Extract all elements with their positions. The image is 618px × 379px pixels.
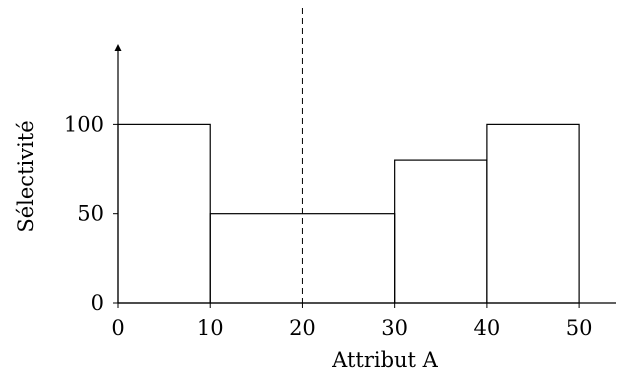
bar-0-10 [117, 123, 211, 304]
y-axis-label: Sélectivité [14, 120, 38, 232]
y-tick-label-50: 50 [77, 202, 104, 226]
x-axis-label: Attribut A [331, 348, 439, 372]
y-tick-label-0: 0 [91, 291, 104, 315]
ticks-group: 0 10 20 30 40 50 0 50 100 [64, 112, 593, 340]
bars-group [117, 123, 580, 304]
y-tick-label-100: 100 [64, 112, 104, 136]
y-axis-arrowhead [114, 44, 122, 51]
x-tick-label-30: 30 [381, 316, 408, 340]
axes-group [114, 44, 616, 304]
x-tick-label-20: 20 [289, 316, 316, 340]
x-tick-label-40: 40 [474, 316, 501, 340]
x-tick-label-0: 0 [111, 316, 124, 340]
bar-30-40 [394, 159, 488, 304]
x-tick-label-10: 10 [197, 316, 224, 340]
x-tick-label-50: 50 [566, 316, 593, 340]
bar-40-50 [486, 123, 580, 304]
